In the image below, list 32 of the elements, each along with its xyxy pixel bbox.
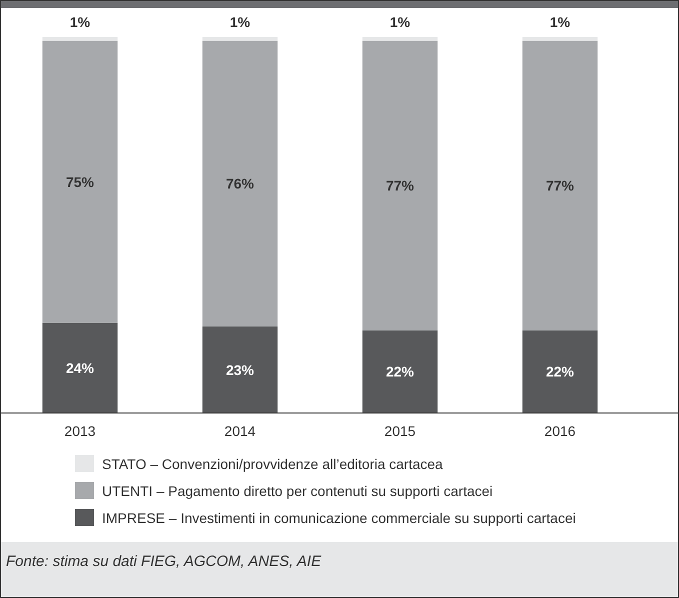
legend-label: IMPRESE – Investimenti in comunicazione commerciale su supporti cartacei bbox=[102, 510, 576, 526]
data-label: 1% bbox=[390, 14, 411, 30]
data-label: 77% bbox=[546, 178, 575, 194]
data-label: 1% bbox=[70, 14, 91, 30]
data-label: 22% bbox=[546, 364, 575, 380]
x-tick-label: 2015 bbox=[384, 423, 416, 439]
bar bbox=[42, 37, 118, 41]
bar bbox=[42, 322, 118, 413]
source-note: Fonte: stima su dati FIEG, AGCOM, ANES, AIE bbox=[6, 553, 322, 570]
data-label: 76% bbox=[226, 176, 255, 192]
data-label: 24% bbox=[66, 360, 95, 376]
bar bbox=[202, 37, 278, 41]
data-label: 1% bbox=[230, 14, 251, 30]
bar bbox=[362, 40, 438, 330]
x-tick-label: 2013 bbox=[64, 423, 96, 439]
bar bbox=[362, 37, 438, 41]
data-label: 1% bbox=[550, 14, 571, 30]
bar bbox=[42, 40, 118, 323]
bar bbox=[522, 40, 598, 330]
x-tick-label: 2016 bbox=[544, 423, 576, 439]
bar bbox=[522, 37, 598, 41]
data-label: 23% bbox=[226, 362, 255, 378]
legend-label: UTENTI – Pagamento diretto per contenuti su supporti cartacei bbox=[102, 483, 493, 499]
bar bbox=[202, 40, 278, 327]
data-label: 22% bbox=[386, 364, 415, 380]
x-tick-label: 2014 bbox=[224, 423, 256, 439]
bar bbox=[522, 330, 598, 413]
bar bbox=[362, 330, 438, 413]
legend-label: STATO – Convenzioni/provvidenze all’editoria cartacea bbox=[102, 456, 444, 472]
data-label: 77% bbox=[386, 178, 415, 194]
data-label: 75% bbox=[66, 174, 95, 190]
bar bbox=[202, 326, 278, 413]
